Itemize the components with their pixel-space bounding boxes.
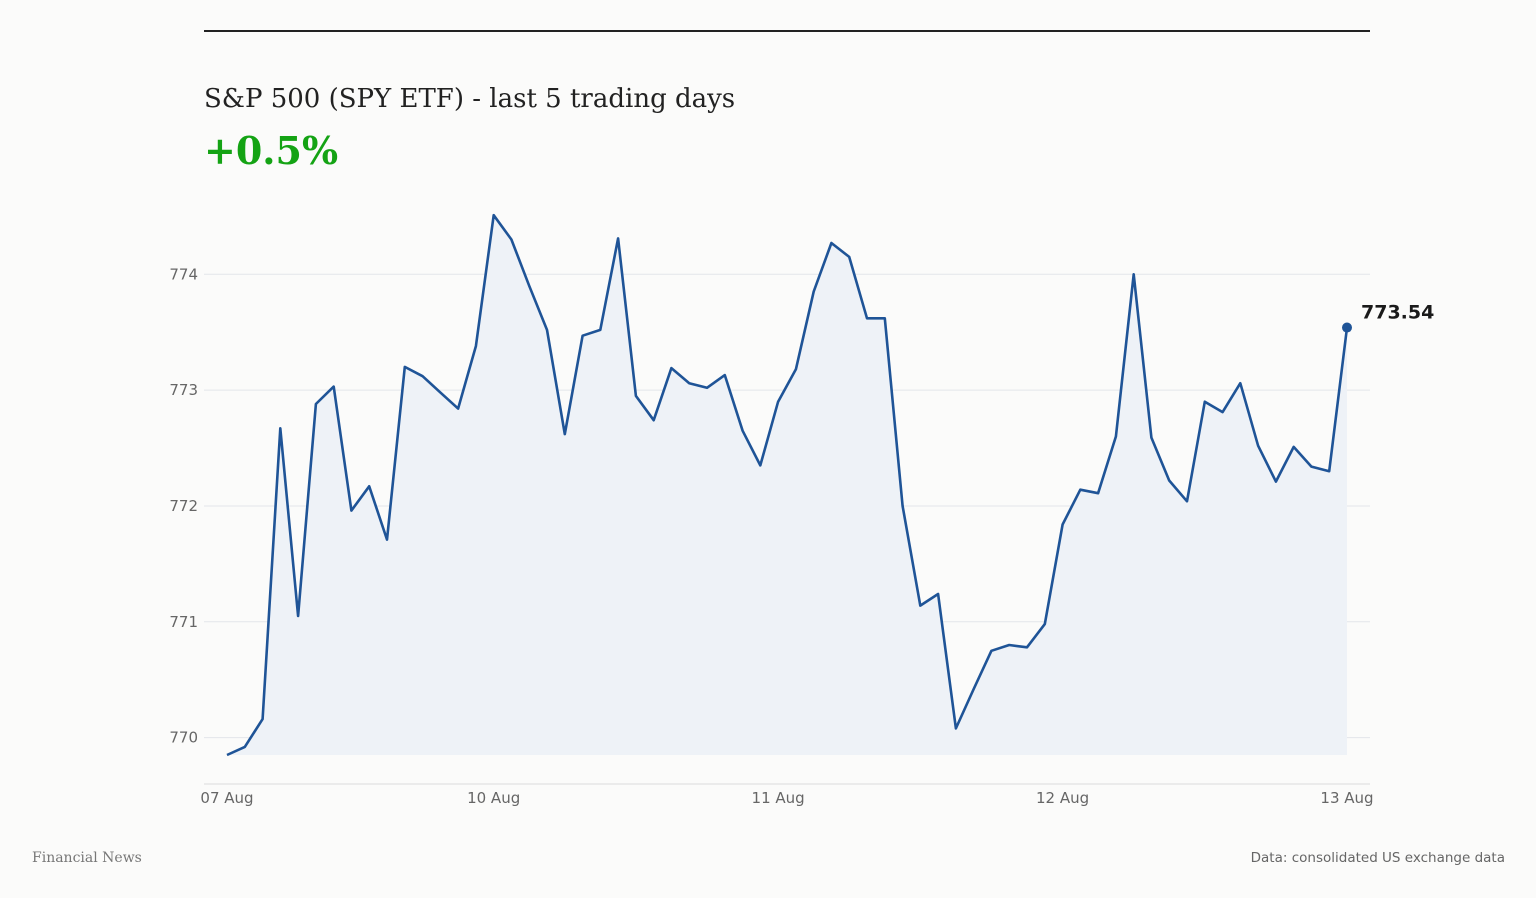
chart-title: S&P 500 (SPY ETF) - last 5 trading days — [204, 84, 736, 114]
y-tick-label: 770 — [169, 729, 198, 747]
x-tick-label: 11 Aug — [752, 789, 805, 807]
data-source-note: Data: consolidated US exchange data — [1250, 850, 1505, 866]
y-tick-label: 773 — [169, 381, 198, 399]
publisher-name: Financial News — [32, 850, 142, 866]
price-line — [226, 213, 1349, 757]
y-tick-label: 774 — [169, 265, 198, 283]
x-tick-label: 12 Aug — [1036, 789, 1089, 807]
y-axis-ticks: 770 771 772 773 774 — [169, 265, 198, 746]
percent-change: +0.5% — [204, 128, 339, 173]
x-tick-label: 13 Aug — [1320, 789, 1373, 807]
y-tick-label: 772 — [169, 497, 198, 515]
top-rule — [204, 30, 1370, 32]
x-tick-label: 07 Aug — [200, 789, 253, 807]
last-price-marker — [1342, 322, 1352, 333]
price-area-fill — [227, 215, 1347, 755]
last-price-label: 773.54 — [1361, 302, 1434, 324]
y-tick-label: 771 — [169, 613, 198, 631]
x-axis-ticks: 07 Aug 10 Aug 11 Aug 12 Aug 13 Aug — [200, 789, 1373, 807]
x-tick-label: 10 Aug — [467, 789, 520, 807]
